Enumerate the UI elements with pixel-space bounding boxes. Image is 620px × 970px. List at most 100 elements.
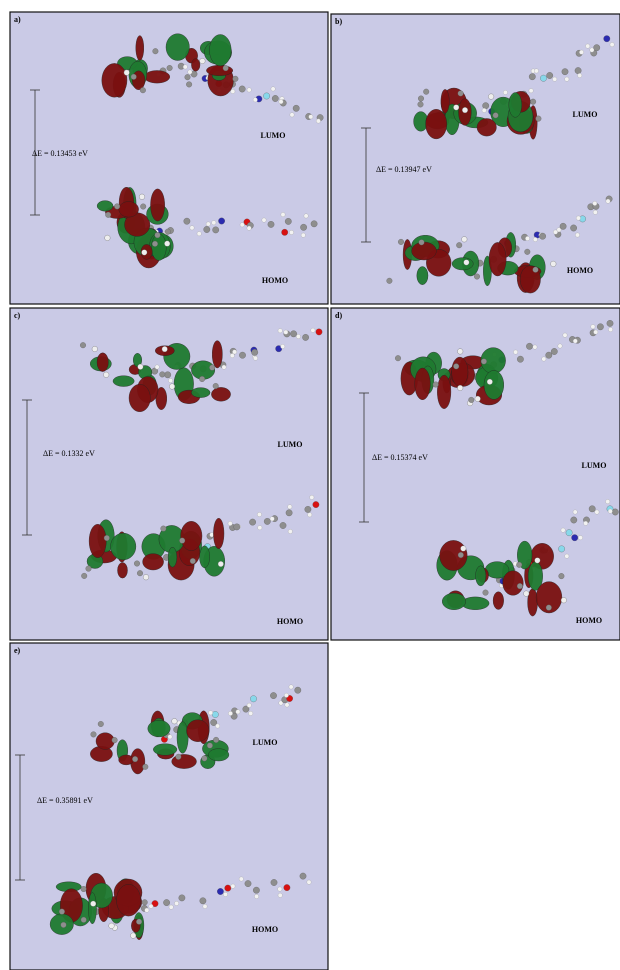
hydrogen: [578, 535, 583, 541]
hydrogen: [257, 512, 262, 517]
atom: [199, 897, 207, 905]
orbital-lobe: [147, 720, 171, 738]
hydrogen: [532, 237, 538, 242]
hydrogen: [303, 213, 309, 219]
atom: [304, 506, 312, 513]
atom: [263, 92, 270, 100]
hydrogen: [557, 343, 563, 349]
atom: [593, 44, 601, 52]
atom: [281, 228, 289, 236]
atom: [270, 692, 277, 699]
atom: [142, 763, 149, 770]
hydrogen: [148, 903, 154, 909]
orbital-lobe: [213, 518, 225, 550]
hydrogen: [261, 217, 267, 223]
orbital-lobe: [155, 387, 168, 410]
panel: c) ΔE = 0.1332 eV LUMO HOMO: [9, 307, 329, 641]
orbital-lobe: [88, 524, 107, 559]
atom: [453, 363, 460, 370]
atom: [283, 884, 291, 891]
hydrogen: [253, 355, 258, 361]
atom: [105, 211, 112, 218]
atom: [212, 383, 219, 389]
hydrogen: [503, 90, 508, 95]
panel: b) ΔE = 0.13947 eV LUMO HOMO: [330, 13, 620, 305]
hydrogen: [553, 229, 558, 235]
atom: [558, 545, 565, 553]
atom: [103, 535, 110, 541]
atom: [130, 73, 137, 80]
atom: [492, 112, 499, 119]
homo-label: HOMO: [252, 925, 278, 934]
orbital-lobe: [211, 340, 223, 369]
atom: [233, 523, 241, 531]
atom: [546, 72, 554, 79]
atom: [222, 65, 229, 72]
hydrogen: [589, 47, 595, 53]
hydrogen: [288, 684, 294, 690]
orbital-lobe: [112, 375, 135, 387]
panel-label: d): [335, 311, 342, 320]
atom: [141, 249, 148, 256]
atom: [137, 363, 144, 370]
orbital-lobe: [416, 266, 429, 285]
atom: [423, 88, 430, 95]
hydrogen: [257, 525, 263, 531]
hydrogen: [307, 512, 313, 518]
orbital-lobe: [101, 63, 128, 98]
atom: [108, 922, 115, 929]
atom: [561, 68, 569, 76]
atom: [171, 718, 178, 725]
atom: [111, 737, 118, 744]
hydrogen: [230, 89, 236, 94]
orbital-lobe: [451, 257, 474, 271]
lumo-label: LUMO: [253, 738, 278, 747]
orbital-lobe: [440, 89, 450, 114]
orbital-lobe: [151, 233, 167, 261]
hydrogen: [168, 378, 173, 383]
hydrogen: [277, 886, 283, 892]
atom: [60, 921, 67, 928]
atom: [130, 932, 137, 939]
atom: [312, 501, 320, 508]
atom: [242, 705, 250, 713]
orbital-lobe: [191, 387, 211, 398]
hydrogen: [232, 349, 237, 355]
atom: [516, 561, 523, 568]
atom: [134, 560, 140, 567]
hydrogen: [154, 364, 160, 370]
atom: [532, 266, 539, 273]
panel: a) ΔE = 0.13453 eV LUMO HOMO: [9, 11, 329, 305]
hydrogen: [278, 99, 284, 105]
orbital-lobe: [96, 200, 114, 212]
atom: [213, 736, 220, 743]
hydrogen: [608, 327, 613, 332]
atom: [250, 695, 257, 703]
atom: [212, 226, 220, 234]
hydrogen: [577, 73, 583, 78]
atom: [284, 218, 292, 225]
atom: [80, 886, 87, 892]
orbital-lobe: [135, 35, 145, 61]
hydrogen: [585, 43, 591, 49]
hydrogen: [534, 68, 539, 74]
hydrogen: [228, 711, 233, 716]
atom: [163, 899, 170, 906]
atom: [267, 221, 275, 228]
atom: [218, 217, 225, 225]
hydrogen: [229, 353, 235, 358]
orbital-lobe: [176, 721, 189, 754]
hydrogen: [205, 221, 211, 227]
hydrogen: [513, 349, 518, 355]
orbital-lobe: [475, 565, 487, 587]
orbital-lobe: [150, 188, 165, 222]
atom: [570, 224, 577, 232]
atom: [114, 203, 121, 210]
orbital-lobe: [476, 118, 497, 137]
hydrogen: [594, 509, 600, 515]
hydrogen: [296, 334, 301, 339]
atom: [251, 349, 259, 356]
atom: [263, 518, 271, 525]
energy-gap: ΔE = 0.13453 eV: [32, 149, 88, 158]
atom: [302, 334, 309, 341]
